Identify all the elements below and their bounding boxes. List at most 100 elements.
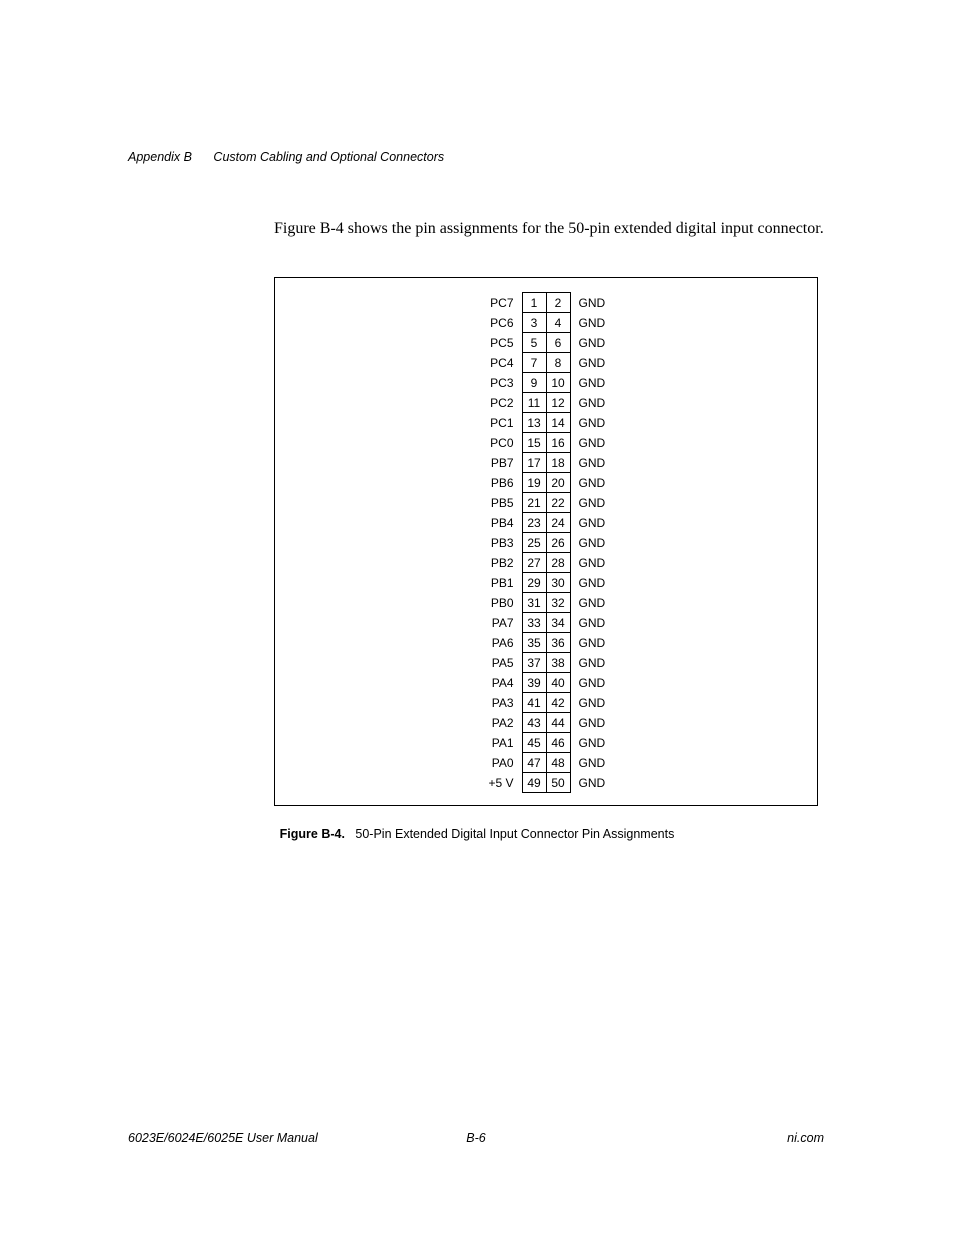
- pin-assignment-table: PC712GNDPC634GNDPC556GNDPC478GNDPC3910GN…: [482, 292, 610, 793]
- pin-number-right: 32: [546, 593, 570, 613]
- pin-number-right: 20: [546, 473, 570, 493]
- pin-number-left: 15: [522, 433, 546, 453]
- pin-number-left: 9: [522, 373, 546, 393]
- pin-left-label: PC1: [482, 413, 522, 433]
- footer-center: B-6: [128, 1131, 824, 1145]
- pin-number-left: 45: [522, 733, 546, 753]
- pin-number-left: 49: [522, 773, 546, 793]
- pin-right-label: GND: [570, 353, 610, 373]
- figure-caption: Figure B-4. 50-Pin Extended Digital Inpu…: [0, 827, 954, 841]
- pin-right-label: GND: [570, 493, 610, 513]
- pin-right-label: GND: [570, 333, 610, 353]
- pin-row: PA43940GND: [482, 673, 610, 693]
- pin-row: PB12930GND: [482, 573, 610, 593]
- pin-number-right: 44: [546, 713, 570, 733]
- pin-number-right: 50: [546, 773, 570, 793]
- pin-row: PA24344GND: [482, 713, 610, 733]
- pin-row: PA53738GND: [482, 653, 610, 673]
- pin-left-label: PA7: [482, 613, 522, 633]
- pin-row: PC712GND: [482, 293, 610, 313]
- pin-left-label: PA1: [482, 733, 522, 753]
- pin-left-label: +5 V: [482, 773, 522, 793]
- pin-right-label: GND: [570, 553, 610, 573]
- pin-number-right: 38: [546, 653, 570, 673]
- pin-left-label: PB2: [482, 553, 522, 573]
- pin-number-left: 33: [522, 613, 546, 633]
- pin-number-right: 18: [546, 453, 570, 473]
- pin-right-label: GND: [570, 613, 610, 633]
- pin-number-right: 22: [546, 493, 570, 513]
- pin-number-right: 28: [546, 553, 570, 573]
- pin-number-left: 11: [522, 393, 546, 413]
- pin-number-left: 27: [522, 553, 546, 573]
- section-title: Custom Cabling and Optional Connectors: [213, 150, 444, 164]
- pin-right-label: GND: [570, 573, 610, 593]
- pin-row: PC11314GND: [482, 413, 610, 433]
- pin-row: PA04748GND: [482, 753, 610, 773]
- pin-number-left: 19: [522, 473, 546, 493]
- figure-label: Figure B-4.: [280, 827, 345, 841]
- pin-number-left: 5: [522, 333, 546, 353]
- pin-number-left: 13: [522, 413, 546, 433]
- pin-left-label: PB7: [482, 453, 522, 473]
- pin-number-left: 23: [522, 513, 546, 533]
- pin-right-label: GND: [570, 293, 610, 313]
- pin-right-label: GND: [570, 313, 610, 333]
- pin-left-label: PC6: [482, 313, 522, 333]
- pin-right-label: GND: [570, 713, 610, 733]
- pin-row: PC21112GND: [482, 393, 610, 413]
- pin-right-label: GND: [570, 773, 610, 793]
- pin-left-label: PB4: [482, 513, 522, 533]
- pin-number-right: 24: [546, 513, 570, 533]
- pin-left-label: PC4: [482, 353, 522, 373]
- pin-number-left: 3: [522, 313, 546, 333]
- pin-left-label: PA6: [482, 633, 522, 653]
- pin-row: PA34142GND: [482, 693, 610, 713]
- pin-left-label: PB6: [482, 473, 522, 493]
- pin-right-label: GND: [570, 393, 610, 413]
- pin-number-right: 8: [546, 353, 570, 373]
- pin-number-right: 12: [546, 393, 570, 413]
- pin-number-right: 34: [546, 613, 570, 633]
- pin-left-label: PB5: [482, 493, 522, 513]
- pin-row: PC478GND: [482, 353, 610, 373]
- pin-number-right: 4: [546, 313, 570, 333]
- pin-row: PB32526GND: [482, 533, 610, 553]
- pin-right-label: GND: [570, 633, 610, 653]
- pin-right-label: GND: [570, 693, 610, 713]
- pin-left-label: PB1: [482, 573, 522, 593]
- pin-right-label: GND: [570, 593, 610, 613]
- pin-number-left: 21: [522, 493, 546, 513]
- pin-number-left: 1: [522, 293, 546, 313]
- pin-right-label: GND: [570, 733, 610, 753]
- pin-left-label: PC3: [482, 373, 522, 393]
- pin-row: PA63536GND: [482, 633, 610, 653]
- pin-left-label: PA5: [482, 653, 522, 673]
- pin-number-left: 31: [522, 593, 546, 613]
- figure-caption-body: 50-Pin Extended Digital Input Connector …: [355, 827, 674, 841]
- page-footer: 6023E/6024E/6025E User Manual B-6 ni.com: [128, 1131, 824, 1145]
- pin-number-right: 40: [546, 673, 570, 693]
- pin-number-right: 26: [546, 533, 570, 553]
- pin-number-left: 43: [522, 713, 546, 733]
- pin-left-label: PC0: [482, 433, 522, 453]
- pin-number-right: 16: [546, 433, 570, 453]
- pin-right-label: GND: [570, 513, 610, 533]
- pin-row: PA14546GND: [482, 733, 610, 753]
- pin-row: PB42324GND: [482, 513, 610, 533]
- pin-right-label: GND: [570, 473, 610, 493]
- pin-number-left: 39: [522, 673, 546, 693]
- pin-right-label: GND: [570, 753, 610, 773]
- pin-row: PB71718GND: [482, 453, 610, 473]
- pin-right-label: GND: [570, 413, 610, 433]
- pin-right-label: GND: [570, 533, 610, 553]
- pin-left-label: PC2: [482, 393, 522, 413]
- pin-number-left: 47: [522, 753, 546, 773]
- pin-number-right: 46: [546, 733, 570, 753]
- pin-number-left: 29: [522, 573, 546, 593]
- pin-right-label: GND: [570, 433, 610, 453]
- pin-number-right: 10: [546, 373, 570, 393]
- pin-number-right: 6: [546, 333, 570, 353]
- pin-left-label: PA2: [482, 713, 522, 733]
- intro-paragraph: Figure B-4 shows the pin assignments for…: [274, 218, 824, 240]
